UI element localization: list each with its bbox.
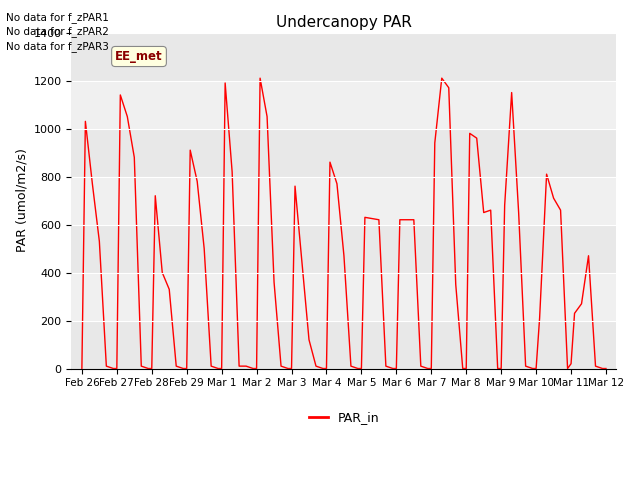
Bar [72, 225, 616, 273]
Text: No data for f_zPAR3: No data for f_zPAR3 [6, 41, 109, 52]
Bar [72, 273, 616, 321]
Text: No data for f_zPAR2: No data for f_zPAR2 [6, 26, 109, 37]
Title: Undercanopy PAR: Undercanopy PAR [276, 15, 412, 30]
Y-axis label: PAR (umol/m2/s): PAR (umol/m2/s) [15, 149, 28, 252]
Text: EE_met: EE_met [115, 50, 163, 63]
Bar [72, 129, 616, 177]
Text: No data for f_zPAR1: No data for f_zPAR1 [6, 12, 109, 23]
Bar [72, 33, 616, 81]
Bar [72, 321, 616, 369]
Bar [72, 177, 616, 225]
Bar [72, 81, 616, 129]
Legend: PAR_in: PAR_in [304, 407, 384, 430]
